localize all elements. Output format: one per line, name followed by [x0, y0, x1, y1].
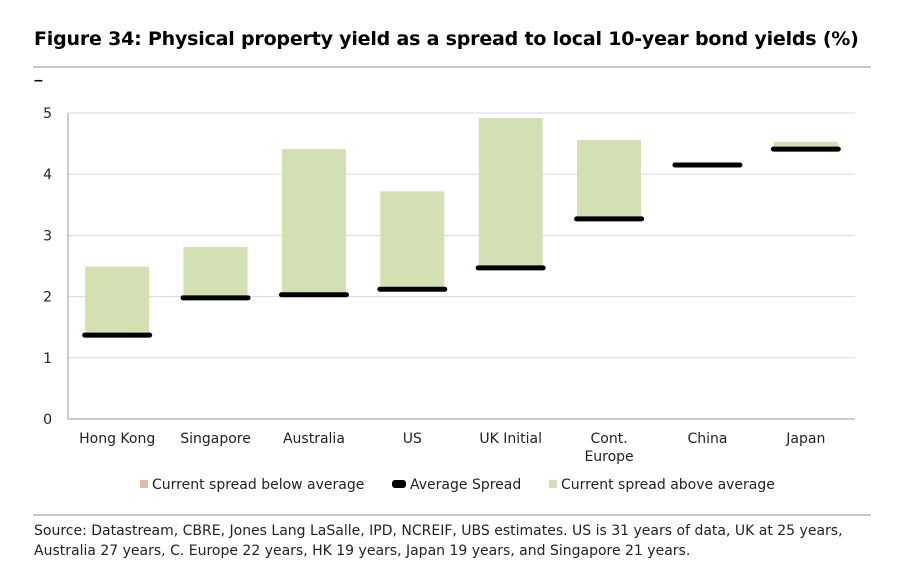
title-rule — [33, 66, 871, 68]
average-marker — [278, 292, 349, 298]
bar-above-average — [773, 141, 838, 150]
bar-above-average — [577, 139, 642, 219]
source-rule — [33, 514, 871, 516]
bar-above-average — [380, 191, 445, 290]
legend: Current spread below average Average Spre… — [140, 477, 775, 493]
bar-above-average — [85, 266, 150, 336]
legend-label: Average Spread — [410, 477, 521, 493]
average-marker — [672, 162, 743, 168]
bar-above-average — [281, 149, 346, 295]
average-marker — [377, 286, 448, 292]
average-marker — [180, 295, 251, 301]
bars — [85, 117, 838, 336]
source-note: Source: Datastream, CBRE, Jones Lang LaS… — [34, 523, 843, 559]
x-tick-label: US — [403, 431, 422, 447]
chart-title: Figure 34: Physical property yield as a … — [34, 28, 859, 50]
legend-label: Current spread above average — [561, 477, 775, 493]
x-tick-label: Hong Kong — [79, 431, 155, 447]
x-axis: Hong Kong Singapore Australia US UK Initial C… — [68, 418, 855, 465]
average-marker — [82, 332, 153, 338]
bar-above-average — [183, 247, 248, 298]
y-tick-label: 4 — [43, 167, 52, 183]
legend-swatch — [549, 480, 557, 488]
average-marker — [574, 216, 645, 222]
legend-label: Current spread below average — [152, 477, 364, 493]
x-tick-label: Australia — [283, 431, 345, 447]
bar-above-average — [478, 117, 543, 268]
y-tick-label: 2 — [43, 290, 52, 306]
x-tick-label: Cont. — [590, 431, 627, 447]
x-tick-label: UK Initial — [479, 431, 542, 447]
x-tick-label: China — [687, 431, 727, 447]
y-axis: 0 1 2 3 4 5 — [43, 106, 69, 428]
y-tick-label: 5 — [43, 106, 52, 122]
x-tick-label: Japan — [785, 431, 825, 447]
legend-swatch — [140, 480, 148, 488]
y-tick-label: 3 — [43, 228, 52, 244]
y-tick-label: 0 — [43, 412, 52, 428]
grid-lines — [68, 112, 855, 359]
average-markers — [82, 146, 841, 338]
subtitle-mark: – — [34, 72, 43, 89]
legend-swatch — [392, 480, 406, 488]
y-tick-label: 1 — [43, 351, 52, 367]
x-tick-label: Singapore — [180, 431, 251, 447]
average-marker — [770, 146, 841, 152]
average-marker — [475, 265, 546, 271]
x-tick-label: Europe — [584, 449, 633, 465]
